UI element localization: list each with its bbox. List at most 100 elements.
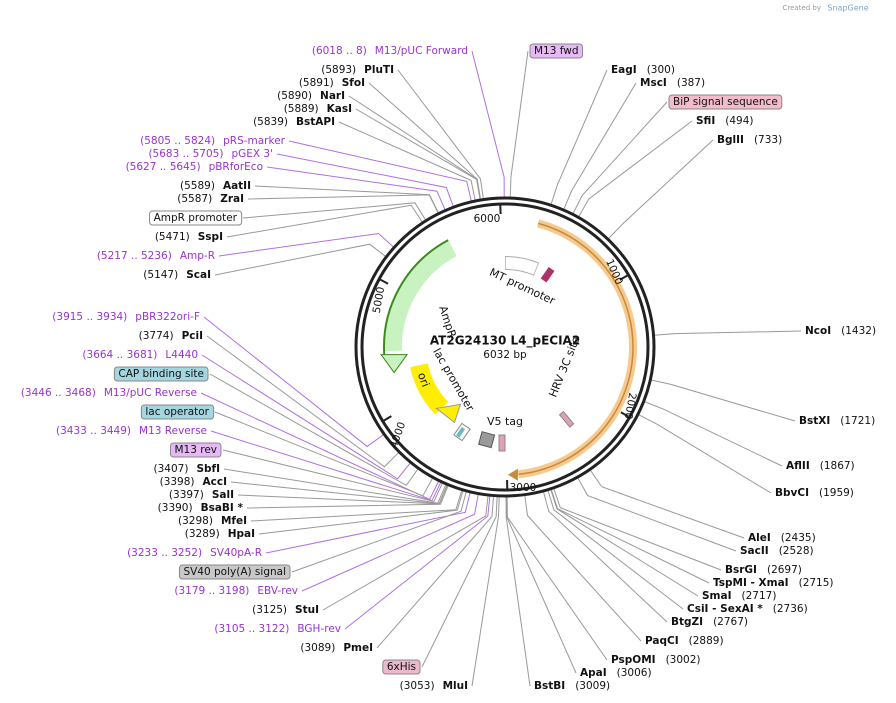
enzyme-label: AleI (2435) xyxy=(748,532,816,544)
site-name: TspMI - XmaI xyxy=(713,577,789,589)
site-location: (5147) xyxy=(143,269,178,281)
v5-tag xyxy=(478,431,496,449)
site-location: (5891) xyxy=(299,77,334,89)
site-location: (3398) xyxy=(160,476,195,488)
ruler-tick xyxy=(620,411,631,419)
leader-line xyxy=(547,490,684,610)
site-name: EagI xyxy=(611,64,637,76)
site-name: SalI xyxy=(212,489,234,501)
leader-line xyxy=(563,82,637,210)
leader-line xyxy=(206,335,399,468)
enzyme-label: (5893) PluTI xyxy=(321,64,394,76)
site-name: MscI xyxy=(640,77,667,89)
enzyme-label: BstXI (1721) xyxy=(799,415,875,427)
feature-box xyxy=(113,366,209,382)
site-location: (2435) xyxy=(781,532,816,544)
leader-line xyxy=(203,316,384,448)
site-name: BtgZI xyxy=(671,616,703,628)
site-location: (3298) xyxy=(178,515,213,527)
feature-label: AmpR promoter xyxy=(154,212,238,224)
site-location: (3397) xyxy=(169,489,204,501)
site-name: NarI xyxy=(320,90,345,102)
site-name: SV40pA-R xyxy=(210,547,262,559)
feature-label: SV40 poly(A) signal xyxy=(183,566,286,578)
primer-label: (3233 .. 3252) SV40pA-R xyxy=(127,547,262,559)
feature-box xyxy=(140,404,215,420)
primer-label: (3915 .. 3934) pBR322ori-F xyxy=(52,311,200,323)
site-name: BstXI xyxy=(799,415,830,427)
feature-box xyxy=(149,210,243,226)
plasmid-name: AT2G24130 L4_pECIA2 xyxy=(430,334,580,349)
leader-line xyxy=(543,491,668,623)
site-name: pBRforEco xyxy=(209,161,263,173)
leader-line xyxy=(506,496,577,674)
enzyme-label: SacII (2528) xyxy=(740,545,814,557)
leader-line xyxy=(226,204,423,238)
leader-line xyxy=(222,449,443,503)
site-location: (733) xyxy=(754,134,782,146)
leader-line xyxy=(338,121,476,201)
site-location: (3089) xyxy=(300,642,335,654)
site-name: ApaI xyxy=(580,667,607,679)
leader-line xyxy=(550,69,608,205)
site-location: (3390) xyxy=(158,502,193,514)
enzyme-label: BstBI (3009) xyxy=(534,680,610,692)
site-location: (2697) xyxy=(767,564,802,576)
feature-box xyxy=(169,442,222,458)
enzyme-label: (5589) AatII xyxy=(180,180,251,192)
site-location: (300) xyxy=(647,64,675,76)
site-name: L4440 xyxy=(165,349,198,361)
leader-line xyxy=(421,496,498,668)
leader-line xyxy=(291,491,467,573)
enzyme-label: (3397) SalI xyxy=(169,489,234,501)
enzyme-label: (5147) ScaI xyxy=(143,269,211,281)
site-name: MluI xyxy=(443,680,468,692)
enzyme-label: (3125) StuI xyxy=(252,604,319,616)
leader-line xyxy=(578,120,693,217)
ruler-tick xyxy=(619,273,629,281)
leader-line xyxy=(397,69,484,199)
site-name: pRS-marker xyxy=(223,135,286,147)
feature-label: BiP signal sequence xyxy=(673,96,778,108)
leader-lines xyxy=(200,50,802,687)
leader-line xyxy=(214,411,433,497)
leader-line xyxy=(322,495,489,611)
site-name: AleI xyxy=(748,532,771,544)
enzyme-label: BsrGI (2697) xyxy=(725,564,802,576)
enzyme-label: (5587) ZraI xyxy=(177,193,244,205)
site-name: SspI xyxy=(198,231,223,243)
site-location: (5217 .. 5236) xyxy=(97,250,172,262)
leader-line xyxy=(589,470,745,539)
feature-box xyxy=(529,43,584,59)
site-location: (3433 .. 3449) xyxy=(56,425,131,437)
site-location: (1432) xyxy=(841,325,876,337)
enzyme-label: (3289) HpaI xyxy=(185,528,255,540)
ruler-label: 6000 xyxy=(474,213,501,225)
leader-line xyxy=(505,496,531,687)
leader-line xyxy=(265,492,471,554)
site-location: (3664 .. 3681) xyxy=(82,349,157,361)
enzyme-label: BbvCI (1959) xyxy=(775,487,854,499)
site-location: (3105 .. 3122) xyxy=(214,623,289,635)
site-location: (6018 .. 8) xyxy=(312,45,367,57)
leader-line xyxy=(209,373,419,487)
enzyme-label: (3774) PciI xyxy=(139,330,203,342)
lac-operator xyxy=(456,427,466,438)
enzyme-label: BtgZI (2767) xyxy=(671,616,748,628)
site-name: HpaI xyxy=(228,528,255,540)
site-location: (5627 .. 5645) xyxy=(126,161,201,173)
site-name: BsrGI xyxy=(725,564,757,576)
site-location: (2736) xyxy=(773,603,808,615)
site-name: ScaI xyxy=(186,269,211,281)
leader-line xyxy=(638,414,772,494)
primer-label: (3179 .. 3198) EBV-rev xyxy=(174,585,298,597)
site-name: KasI xyxy=(327,103,352,115)
site-location: (5683 .. 5705) xyxy=(148,148,223,160)
leader-line xyxy=(258,490,464,535)
leader-line xyxy=(608,139,714,239)
leader-line xyxy=(266,166,446,210)
site-name: PspOMI xyxy=(611,654,656,666)
site-name: BstAPI xyxy=(296,116,335,128)
